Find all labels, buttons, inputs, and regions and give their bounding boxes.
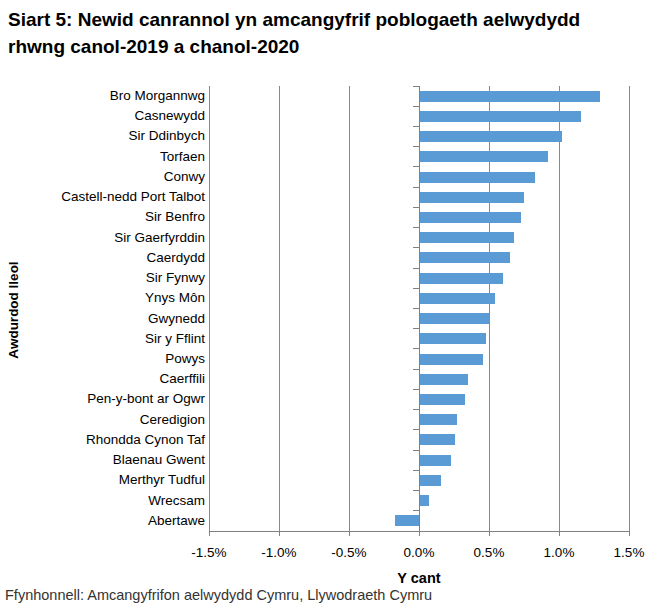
bar xyxy=(419,455,451,466)
bar xyxy=(419,394,465,405)
bar xyxy=(419,434,455,445)
gridline xyxy=(349,86,350,531)
gridline xyxy=(209,86,210,531)
category-label: Sir Benfro xyxy=(0,207,205,227)
category-label: Conwy xyxy=(0,167,205,187)
category-axis-tick xyxy=(413,470,419,471)
x-axis-tick xyxy=(279,531,280,536)
x-axis-tick xyxy=(559,531,560,536)
x-axis-tick xyxy=(419,531,420,536)
category-axis-line xyxy=(419,86,420,536)
x-axis-tick-label: 0.5% xyxy=(459,545,519,560)
category-label: Gwynedd xyxy=(0,309,205,329)
category-label: Bro Morgannwg xyxy=(0,86,205,106)
category-axis-tick xyxy=(413,409,419,410)
category-axis-tick xyxy=(413,166,419,167)
category-label: Ceredigion xyxy=(0,410,205,430)
x-axis-title: Y cant xyxy=(189,570,649,586)
category-label: Blaenau Gwent xyxy=(0,450,205,470)
category-axis-tick xyxy=(413,288,419,289)
bar xyxy=(419,252,510,263)
x-axis-tick-label: -1.0% xyxy=(249,545,309,560)
category-axis-tick xyxy=(413,308,419,309)
bar xyxy=(419,414,457,425)
category-axis-tick xyxy=(413,348,419,349)
category-label: Wrecsam xyxy=(0,491,205,511)
x-axis-tick-label: -0.5% xyxy=(319,545,379,560)
bar xyxy=(419,212,521,223)
category-label: Powys xyxy=(0,349,205,369)
category-label: Sir y Fflint xyxy=(0,329,205,349)
category-axis-tick xyxy=(413,227,419,228)
category-label: Caerffili xyxy=(0,369,205,389)
x-axis-line xyxy=(209,531,630,532)
source-note: Ffynhonnell: Amcangyfrifon aelwydydd Cym… xyxy=(5,587,650,603)
category-axis-tick xyxy=(413,207,419,208)
bar xyxy=(419,354,483,365)
bar xyxy=(419,495,429,506)
gridline xyxy=(629,86,630,531)
category-label: Sir Fynwy xyxy=(0,268,205,288)
gridline xyxy=(279,86,280,531)
bar xyxy=(419,232,514,243)
bar xyxy=(419,172,535,183)
category-axis-tick xyxy=(413,328,419,329)
bar xyxy=(419,151,548,162)
category-label: Abertawe xyxy=(0,511,205,531)
x-axis-tick-labels: -1.5% -1.0% -0.5% 0.0% 0.5% 1.0% 1.5% xyxy=(0,545,655,563)
bar xyxy=(419,111,581,122)
category-axis-labels: Bro MorgannwgCasnewyddSir DdinbychTorfae… xyxy=(0,86,205,531)
category-label: Castell-nedd Port Talbot xyxy=(0,187,205,207)
category-axis-tick xyxy=(413,429,419,430)
category-label: Sir Gaerfyrddin xyxy=(0,228,205,248)
category-label: Sir Ddinbych xyxy=(0,126,205,146)
category-label: Rhondda Cynon Taf xyxy=(0,430,205,450)
category-axis-tick xyxy=(413,510,419,511)
bar xyxy=(419,293,495,304)
chart-title: Siart 5: Newid canrannol yn amcangyfrif … xyxy=(8,6,623,60)
x-axis-tick-label: 0.0% xyxy=(389,545,449,560)
category-label: Torfaen xyxy=(0,147,205,167)
category-label: Ynys Môn xyxy=(0,288,205,308)
category-axis-tick xyxy=(413,86,419,87)
x-axis-tick xyxy=(349,531,350,536)
category-label: Merthyr Tudful xyxy=(0,470,205,490)
plot-area xyxy=(209,86,629,531)
bar xyxy=(419,91,600,102)
category-label: Casnewydd xyxy=(0,106,205,126)
category-axis-tick xyxy=(413,389,419,390)
x-axis-tick-label: -1.5% xyxy=(179,545,239,560)
category-axis-tick xyxy=(413,369,419,370)
bar xyxy=(419,374,468,385)
bar xyxy=(419,313,489,324)
bar xyxy=(419,333,486,344)
category-label: Pen-y-bont ar Ogwr xyxy=(0,389,205,409)
x-axis-tick-label: 1.5% xyxy=(599,545,655,560)
x-axis-tick xyxy=(489,531,490,536)
x-axis-tick xyxy=(209,531,210,536)
category-label: Caerdydd xyxy=(0,248,205,268)
bar xyxy=(419,192,524,203)
category-axis-tick xyxy=(413,450,419,451)
bar xyxy=(419,273,503,284)
category-axis-tick xyxy=(413,126,419,127)
category-axis-tick xyxy=(413,490,419,491)
category-axis-tick xyxy=(413,187,419,188)
x-axis-tick xyxy=(629,531,630,536)
category-axis-tick xyxy=(413,247,419,248)
gridline xyxy=(559,86,560,531)
x-axis-tick-label: 1.0% xyxy=(529,545,589,560)
category-axis-tick xyxy=(413,268,419,269)
category-axis-tick xyxy=(413,106,419,107)
bar xyxy=(395,515,419,526)
chart-canvas: Siart 5: Newid canrannol yn amcangyfrif … xyxy=(0,0,655,613)
bar xyxy=(419,131,562,142)
bar xyxy=(419,475,441,486)
category-axis-tick xyxy=(413,146,419,147)
